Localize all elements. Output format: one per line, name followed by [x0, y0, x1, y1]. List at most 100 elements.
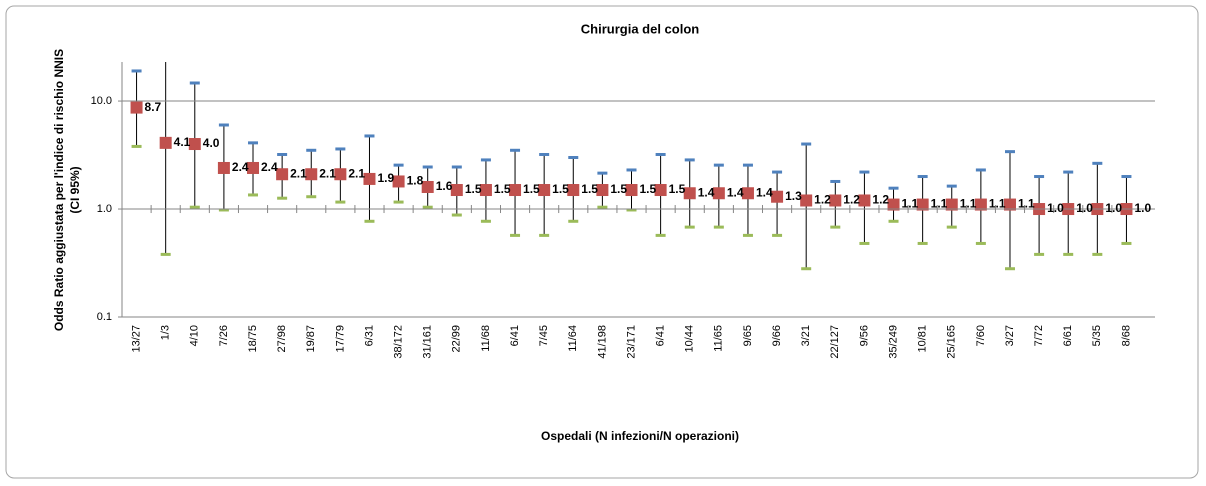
x-tick-label: 9/56: [858, 325, 870, 346]
point-marker: [887, 198, 900, 211]
value-label: 1.5: [465, 182, 482, 196]
x-tick-label: 7/45: [538, 325, 550, 346]
x-tick-label: 13/27: [130, 325, 142, 353]
value-label: 1.5: [552, 182, 569, 196]
point-marker: [712, 187, 725, 200]
point-marker: [829, 194, 842, 207]
plot-area: [130, 62, 1133, 271]
value-label: 1.6: [436, 179, 453, 193]
x-tick-label: 10/81: [917, 325, 929, 353]
point-marker: [916, 198, 929, 211]
y-tick-label: 0.1: [97, 311, 112, 323]
point-marker: [625, 184, 638, 197]
x-tick-label: 5/35: [1091, 325, 1103, 346]
x-tick-label: 22/99: [451, 325, 463, 353]
value-label: 1.9: [377, 171, 394, 185]
x-tick-label: 11/64: [567, 325, 579, 352]
point-marker: [363, 172, 376, 185]
x-tick-label: 25/165: [946, 325, 958, 359]
value-label: 1.0: [1134, 201, 1151, 215]
chart-title: Chirurgia del colon: [581, 21, 700, 36]
point-marker: [392, 175, 405, 188]
x-tick-label: 3/21: [800, 325, 812, 346]
value-label: 1.1: [1018, 197, 1035, 211]
value-label: 1.2: [814, 193, 831, 207]
value-label: 1.1: [931, 197, 948, 211]
point-marker: [334, 168, 347, 181]
x-tick-label: 11/65: [713, 325, 725, 352]
point-marker: [159, 136, 172, 149]
value-label: 8.7: [145, 100, 162, 114]
value-label: 4.0: [203, 136, 220, 150]
value-label: 2.1: [319, 166, 336, 180]
point-marker: [567, 184, 580, 197]
point-marker: [771, 190, 784, 203]
value-label: 1.8: [407, 174, 424, 188]
point-marker: [596, 184, 609, 197]
value-label: 1.1: [902, 197, 919, 211]
x-tick-label: 23/171: [625, 325, 637, 359]
x-tick-label: 41/198: [596, 325, 608, 359]
point-marker: [858, 194, 871, 207]
point-marker: [654, 184, 667, 197]
x-tick-label: 11/68: [480, 325, 492, 352]
value-label: 1.2: [843, 193, 860, 207]
point-marker: [945, 198, 958, 211]
x-tick-label: 38/172: [392, 325, 404, 359]
point-marker: [450, 184, 463, 197]
x-tick-label: 18/75: [247, 325, 259, 353]
value-label: 1.1: [989, 197, 1006, 211]
point-marker: [217, 161, 230, 174]
x-tick-label: 31/161: [422, 325, 434, 359]
point-marker: [188, 138, 201, 151]
x-tick-label: 7/72: [1033, 325, 1045, 346]
value-label: 1.5: [640, 182, 657, 196]
x-axis-title: Ospedali (N infezioni/N operazioni): [541, 429, 739, 443]
value-label: 1.2: [872, 193, 889, 207]
x-tick-label: 17/79: [334, 325, 346, 353]
value-label: 2.1: [290, 166, 307, 180]
point-marker: [800, 194, 813, 207]
x-tick-label: 7/26: [218, 325, 230, 346]
value-label: 1.0: [1047, 201, 1064, 215]
value-label: 1.4: [727, 185, 744, 199]
point-marker: [276, 168, 289, 181]
x-tick-label: 1/3: [160, 325, 172, 340]
value-label: 1.5: [494, 182, 511, 196]
y-tick-label: 1.0: [97, 203, 112, 215]
point-marker: [741, 187, 754, 200]
value-label: 1.4: [756, 185, 773, 199]
value-label: 2.1: [348, 166, 365, 180]
value-label: 1.5: [523, 182, 540, 196]
x-tick-label: 3/27: [1004, 325, 1016, 346]
value-label: 2.4: [232, 160, 249, 174]
value-label: 2.4: [261, 160, 278, 174]
point-marker: [479, 184, 492, 197]
x-tick-label: 9/65: [742, 325, 754, 346]
value-label: 1.5: [610, 182, 627, 196]
point-marker: [130, 101, 143, 114]
value-label: 1.5: [581, 182, 598, 196]
point-marker: [421, 180, 434, 193]
point-marker: [509, 184, 522, 197]
point-marker: [305, 168, 318, 181]
x-tick-label: 35/249: [887, 325, 899, 359]
point-marker: [974, 198, 987, 211]
x-tick-label: 22/127: [829, 325, 841, 359]
x-tick-label: 6/31: [363, 325, 375, 346]
value-label: 1.0: [1076, 201, 1093, 215]
x-tick-label: 7/60: [975, 325, 987, 346]
x-tick-label: 8/68: [1120, 325, 1132, 346]
point-marker: [538, 184, 551, 197]
value-label: 1.3: [785, 189, 802, 203]
y-tick-label: 10.0: [91, 95, 112, 107]
x-tick-label: 6/41: [509, 325, 521, 346]
x-tick-label: 27/98: [276, 325, 288, 353]
x-tick-label: 10/44: [684, 325, 696, 353]
value-label: 1.5: [669, 182, 686, 196]
y-axis-title: Odds Ratio aggiustata per l'indice di ri…: [52, 49, 66, 331]
point-marker: [247, 161, 260, 174]
point-marker: [1003, 198, 1016, 211]
x-tick-label: 6/61: [1062, 325, 1074, 346]
